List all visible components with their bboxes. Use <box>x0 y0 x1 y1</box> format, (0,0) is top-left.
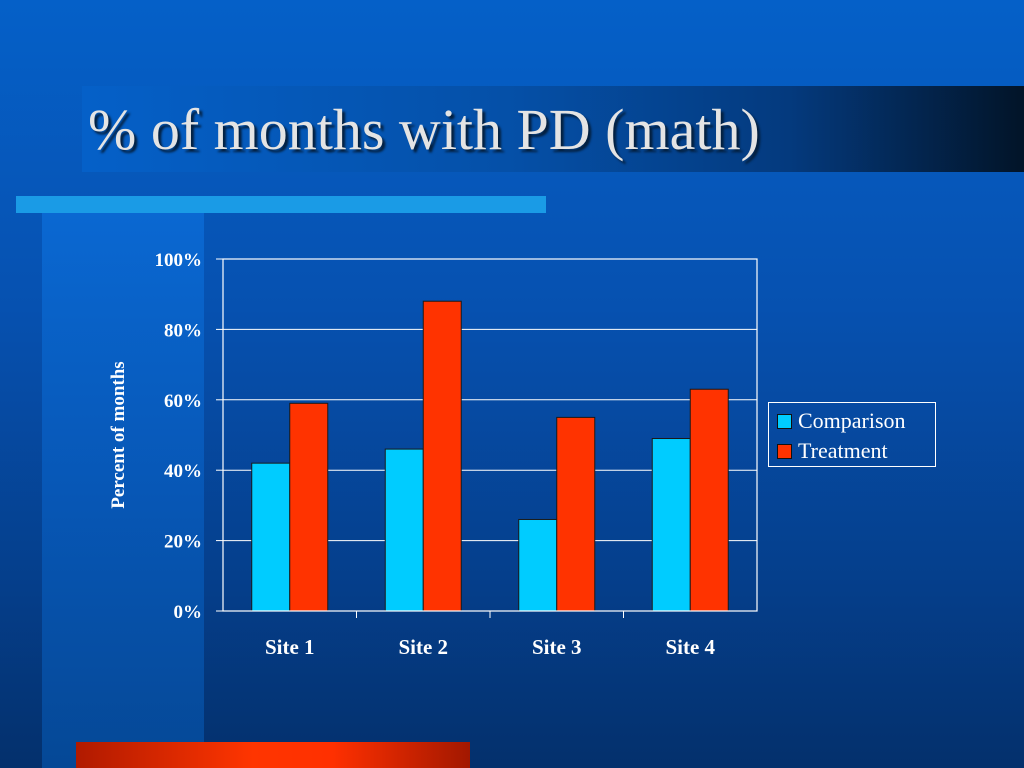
y-tick-label: 0% <box>174 602 203 623</box>
bar-comparison-4 <box>651 438 691 612</box>
x-tick-label: Site 4 <box>665 635 715 659</box>
left-decor-panel <box>42 210 204 768</box>
legend-swatch-comparison <box>777 413 792 429</box>
accent-bar <box>16 196 546 213</box>
title-band <box>82 86 1024 172</box>
y-tick-label: 60% <box>164 391 202 412</box>
bars <box>251 300 729 612</box>
x-tick-label: Site 3 <box>532 635 582 659</box>
y-tick-labels: 0% 20% 40% 60% 80% 100% <box>155 250 203 623</box>
bar-comparison-2 <box>384 448 424 612</box>
bar-treatment-1 <box>289 402 329 612</box>
y-tick-label: 100% <box>155 250 203 271</box>
y-axis-label: Percent of months <box>108 361 129 508</box>
x-tick-label: Site 1 <box>265 635 315 659</box>
bar-comparison-3 <box>518 518 558 612</box>
legend-swatch-treatment <box>777 443 792 459</box>
slide-title: % of months with PD (math) <box>88 97 760 162</box>
legend-item-treatment: Treatment <box>777 436 935 466</box>
x-tick-label: Site 2 <box>398 635 448 659</box>
y-tick-label: 20% <box>164 532 202 553</box>
y-tick-label: 80% <box>164 320 202 341</box>
legend-label-comparison: Comparison <box>798 408 906 433</box>
bar-treatment-4 <box>689 388 729 612</box>
axes <box>216 258 758 618</box>
x-tick-labels: Site 1 Site 2 Site 3 Site 4 <box>265 635 716 659</box>
bottom-accent-bar <box>76 742 470 768</box>
y-tick-label: 40% <box>164 461 202 482</box>
bar-comparison-1 <box>251 462 291 612</box>
legend-item-comparison: Comparison <box>777 406 935 436</box>
legend-label-treatment: Treatment <box>798 438 888 463</box>
legend: Comparison Treatment <box>768 402 936 467</box>
bar-treatment-3 <box>556 416 596 612</box>
bar-treatment-2 <box>422 300 462 612</box>
